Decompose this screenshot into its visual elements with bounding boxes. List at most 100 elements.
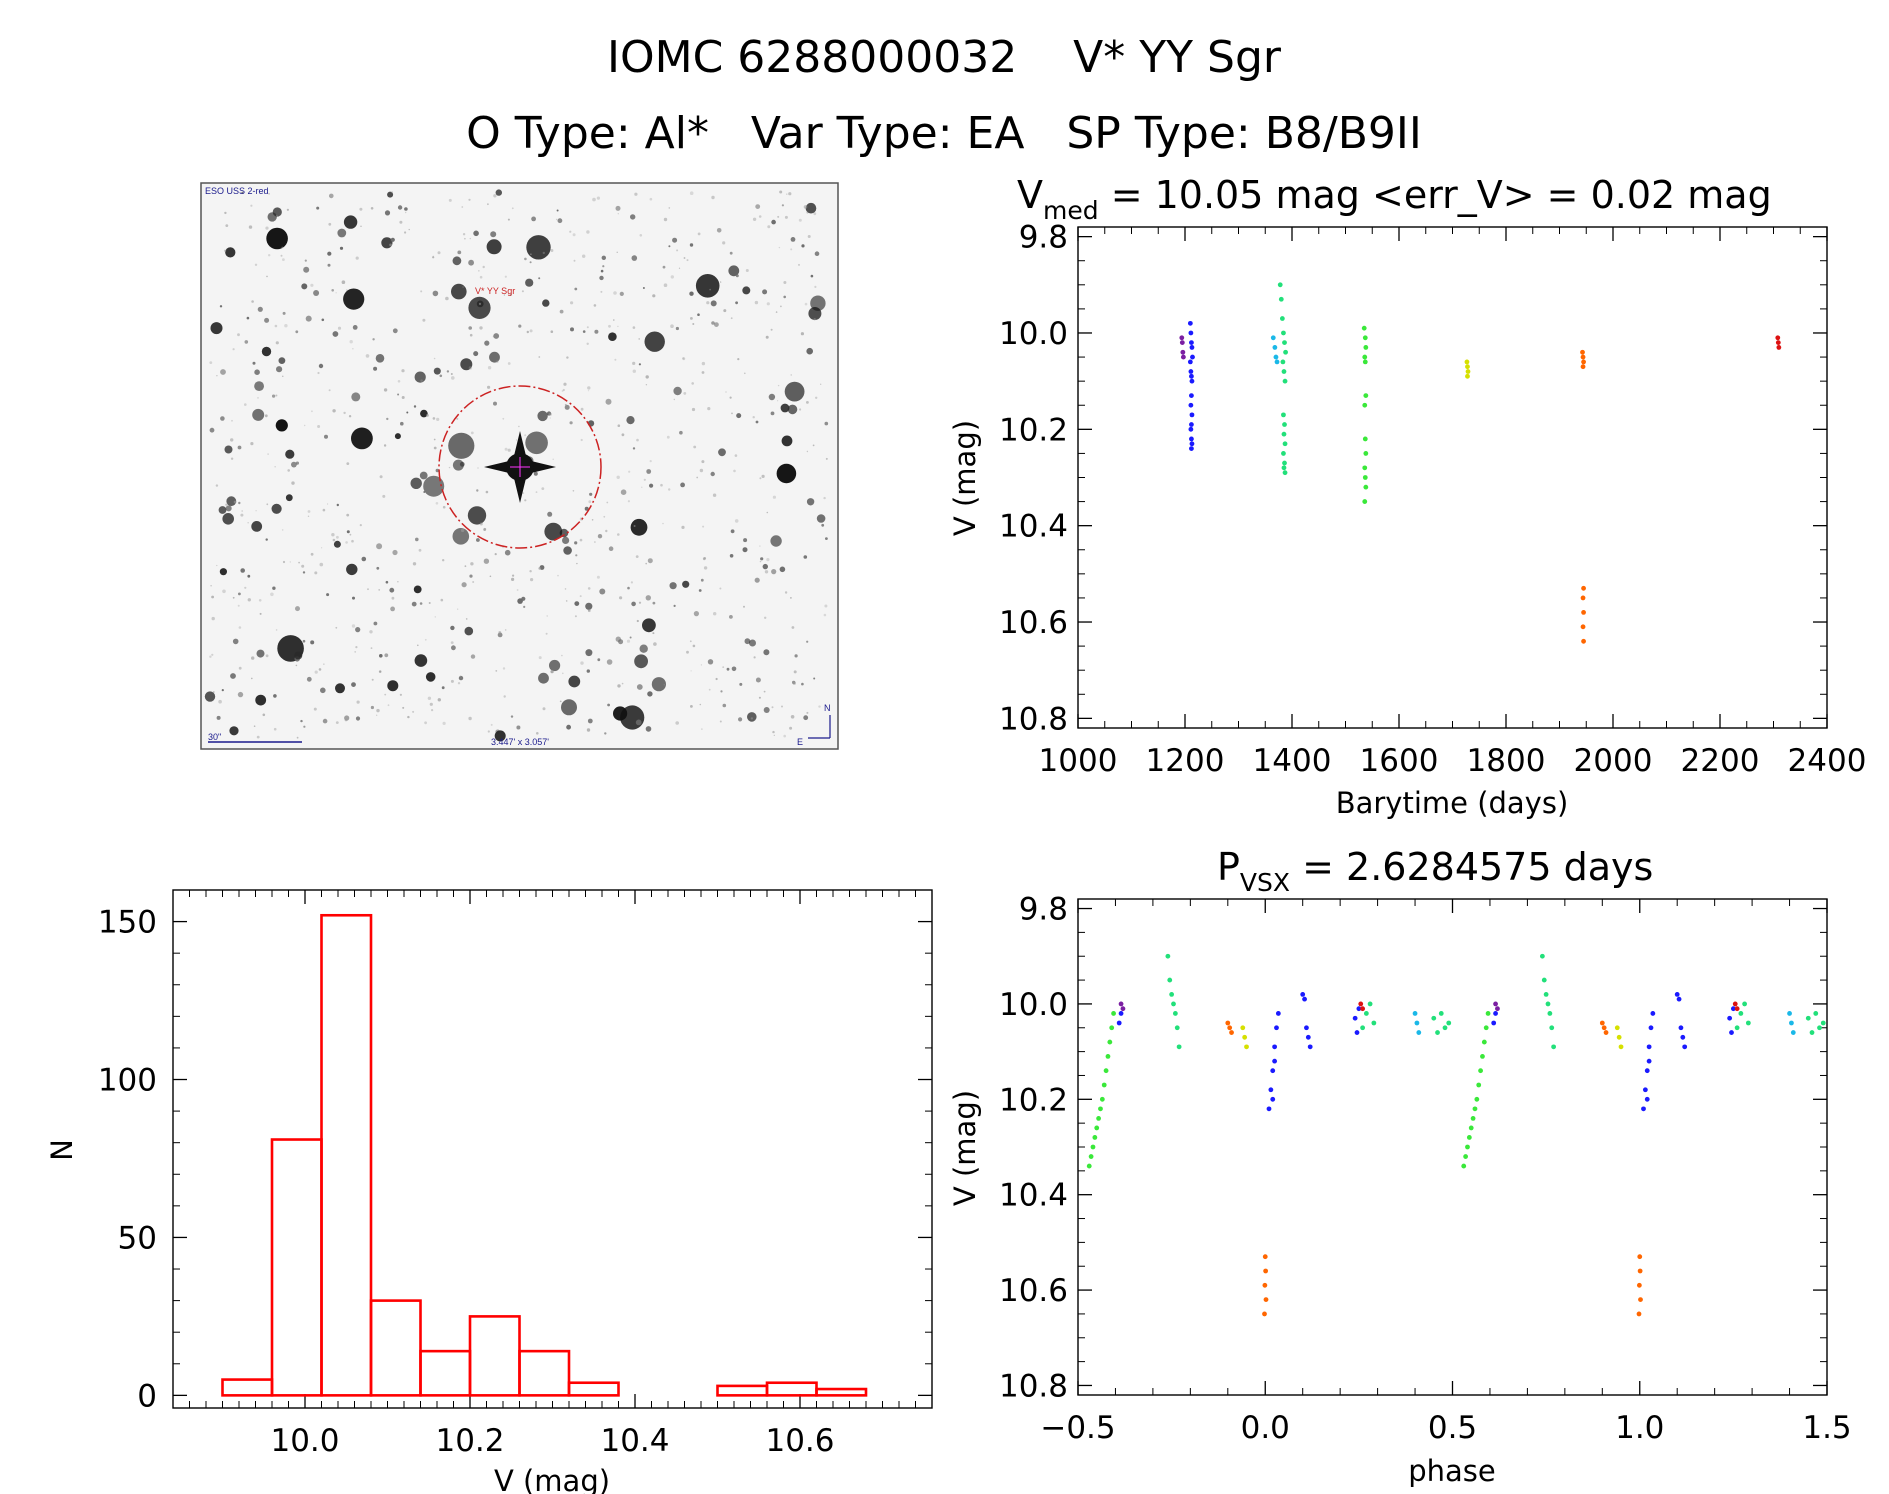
phased-curve-point: [1468, 1125, 1474, 1131]
phased-curve-point: [1474, 1096, 1480, 1102]
finder-star-faint: [216, 375, 218, 377]
finder-star-faint: [778, 246, 781, 249]
phased-curve-point: [1358, 1001, 1364, 1007]
finder-star: [473, 230, 479, 237]
phased-curve-point: [1476, 1082, 1482, 1088]
finder-star: [419, 602, 423, 605]
finder-star: [556, 209, 559, 212]
finder-star-faint: [276, 214, 278, 217]
phased-curve-point: [1354, 1030, 1360, 1035]
finder-star: [620, 489, 627, 496]
finder-star: [222, 513, 234, 525]
finder-star-faint: [328, 222, 332, 226]
finder-star: [333, 540, 341, 548]
phased-curve-point: [1809, 1030, 1815, 1035]
finder-star-faint: [468, 198, 471, 201]
finder-star: [680, 482, 685, 488]
phased-curve-xtick-label: 1.0: [1615, 1410, 1664, 1446]
light-curve-point: [1775, 335, 1781, 341]
finder-star: [494, 730, 506, 742]
finder-star-faint: [230, 438, 234, 442]
finder-star: [433, 367, 441, 375]
finder-star-faint: [296, 736, 299, 739]
phased-curve-point: [1729, 1030, 1734, 1035]
finder-star-faint: [613, 319, 615, 321]
phased-curve-point: [1305, 1034, 1311, 1040]
light-curve-point: [1189, 422, 1194, 427]
finder-star: [300, 719, 303, 723]
phased-curve-point: [1300, 991, 1306, 997]
light-curve-point: [1282, 378, 1288, 384]
finder-star-faint: [725, 391, 727, 393]
finder-star-faint: [402, 706, 405, 709]
finder-star-faint: [433, 438, 436, 441]
finder-star: [816, 514, 826, 523]
finder-star: [669, 582, 677, 590]
finder-star-faint: [391, 191, 393, 194]
finder-star-faint: [764, 616, 767, 619]
finder-star-faint: [660, 483, 663, 487]
light-curve-xtick-label: 1600: [1360, 743, 1439, 779]
finder-star-faint: [636, 619, 639, 623]
phased-curve-point: [1478, 1068, 1483, 1074]
finder-star-faint: [576, 562, 578, 565]
finder-star: [265, 538, 268, 541]
phased-curve-point: [1302, 996, 1307, 1002]
finder-star: [504, 549, 511, 556]
finder-star-faint: [360, 225, 362, 227]
phased-curve-title-rest: = 2.6284575 days: [1290, 845, 1653, 889]
finder-star-faint: [692, 644, 696, 648]
finder-star-faint: [605, 529, 608, 533]
finder-star: [585, 602, 593, 610]
finder-star-faint: [450, 679, 454, 683]
finder-star: [310, 640, 315, 645]
light-curve-point: [1270, 335, 1276, 341]
finder-star-faint: [639, 234, 643, 237]
finder-star-faint: [675, 721, 679, 725]
finder-star-faint: [251, 677, 253, 680]
finder-star: [373, 621, 378, 626]
light-curve-point: [1362, 359, 1368, 365]
finder-star: [813, 677, 816, 680]
finder-star: [608, 332, 617, 342]
finder-star-faint: [462, 286, 464, 288]
finder-star: [497, 632, 503, 638]
finder-star-faint: [232, 348, 235, 351]
phased-curve-point: [1442, 1025, 1448, 1031]
finder-star: [344, 715, 350, 721]
finder-star: [305, 315, 312, 322]
finder-star-faint: [771, 706, 774, 709]
finder-star-faint: [457, 608, 459, 610]
finder-star: [476, 489, 479, 492]
light-curve-point: [1363, 451, 1369, 456]
finder-star-faint: [638, 338, 640, 340]
phased-curve-point: [1360, 1025, 1366, 1031]
finder-star-faint: [712, 493, 717, 497]
finder-star: [525, 431, 548, 455]
finder-star: [241, 191, 244, 194]
histogram-xtick-label: 10.0: [270, 1423, 339, 1459]
finder-star-faint: [247, 522, 249, 524]
phased-curve-point: [1789, 1020, 1794, 1026]
finder-star: [635, 719, 642, 726]
finder-star-faint: [335, 292, 337, 294]
finder-star-faint: [668, 207, 671, 209]
light-curve-chart: Vmed = 10.05 mag <err_V> = 0.02 mag 1000…: [948, 173, 1866, 820]
phased-curve-point: [1680, 1034, 1686, 1040]
finder-star: [636, 684, 643, 690]
phased-curve-point: [1229, 1030, 1234, 1035]
finder-star-faint: [812, 444, 815, 447]
finder-star-faint: [752, 217, 757, 221]
finder-star-faint: [591, 519, 594, 521]
finder-star: [390, 237, 395, 242]
phased-curve-ytick-label: 10.8: [999, 1368, 1068, 1404]
finder-star-faint: [580, 438, 583, 442]
finder-star-faint: [613, 291, 617, 295]
phased-curve-point: [1307, 1044, 1313, 1050]
phased-curve-point: [1096, 1115, 1101, 1121]
finder-star-faint: [761, 474, 765, 478]
finder-star: [406, 411, 409, 414]
finder-star-faint: [670, 275, 674, 279]
finder-star-faint: [783, 734, 786, 738]
finder-star: [423, 475, 445, 497]
